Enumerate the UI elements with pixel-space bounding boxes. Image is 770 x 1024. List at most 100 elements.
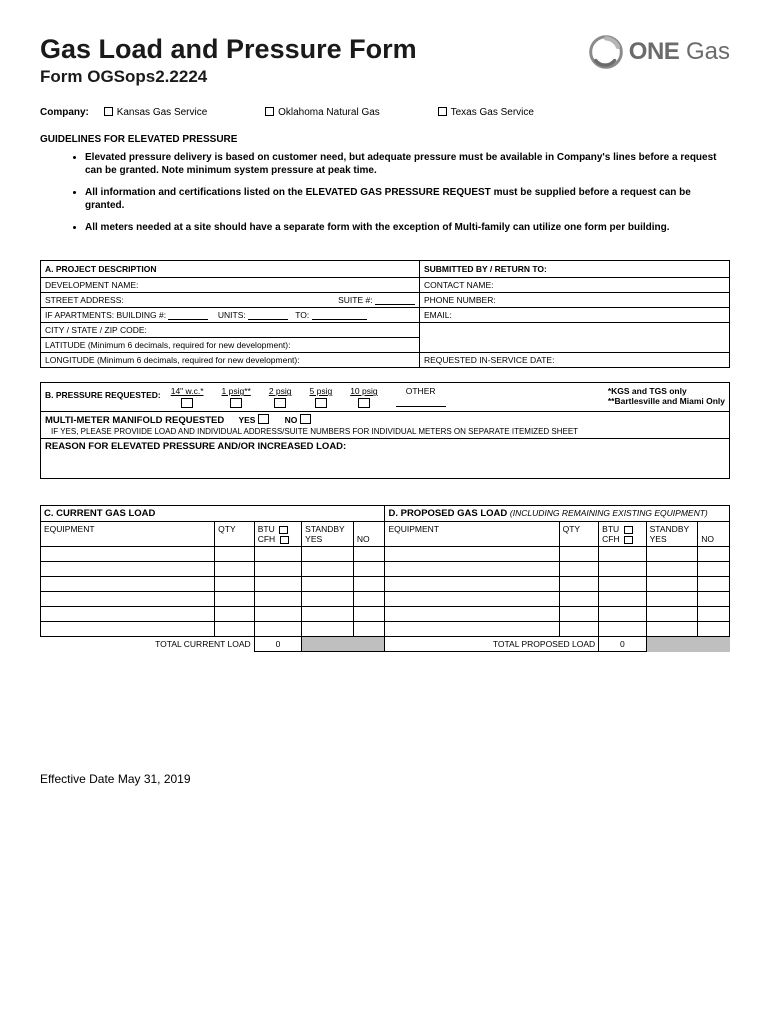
table-cell[interactable] xyxy=(41,577,215,592)
company-option-1[interactable]: Oklahoma Natural Gas xyxy=(265,107,380,118)
table-cell[interactable] xyxy=(302,622,354,637)
table-cell[interactable] xyxy=(385,592,559,607)
table-cell[interactable] xyxy=(385,577,559,592)
table-cell[interactable] xyxy=(559,622,599,637)
yes-option[interactable]: YES xyxy=(238,415,272,425)
checkbox-icon[interactable] xyxy=(104,107,113,116)
table-cell[interactable] xyxy=(646,592,698,607)
req-date-field[interactable]: REQUESTED IN-SERVICE DATE: xyxy=(419,353,729,368)
table-cell[interactable] xyxy=(215,622,255,637)
table-cell[interactable] xyxy=(254,607,301,622)
pressure-opt-other[interactable]: OTHER xyxy=(396,386,446,407)
table-cell[interactable] xyxy=(353,592,385,607)
table-cell[interactable] xyxy=(353,562,385,577)
total-current-label: TOTAL CURRENT LOAD xyxy=(41,637,255,652)
company-option-2[interactable]: Texas Gas Service xyxy=(438,107,534,118)
table-cell[interactable] xyxy=(215,547,255,562)
table-cell[interactable] xyxy=(41,562,215,577)
pressure-opt-2[interactable]: 2 psig xyxy=(269,386,292,408)
load-table: C. CURRENT GAS LOAD D. PROPOSED GAS LOAD… xyxy=(40,505,730,652)
logo-text-light: Gas xyxy=(686,38,730,65)
table-row[interactable] xyxy=(41,607,730,622)
col-qty-c: QTY xyxy=(215,522,255,547)
col-btu-cfh-c: BTU CFH xyxy=(254,522,301,547)
table-cell[interactable] xyxy=(559,592,599,607)
table-cell[interactable] xyxy=(215,577,255,592)
table-cell[interactable] xyxy=(302,547,354,562)
table-cell[interactable] xyxy=(302,607,354,622)
checkbox-icon[interactable] xyxy=(265,107,274,116)
checkbox-icon[interactable] xyxy=(438,107,447,116)
table-cell[interactable] xyxy=(385,547,559,562)
table-cell[interactable] xyxy=(599,562,646,577)
table-cell[interactable] xyxy=(302,562,354,577)
email-field[interactable]: EMAIL: xyxy=(419,308,729,323)
table-cell[interactable] xyxy=(353,547,385,562)
table-cell[interactable] xyxy=(698,577,730,592)
table-cell[interactable] xyxy=(559,607,599,622)
pressure-opt-1[interactable]: 1 psig** xyxy=(222,386,251,408)
table-cell[interactable] xyxy=(698,607,730,622)
table-row[interactable] xyxy=(41,622,730,637)
table-cell[interactable] xyxy=(646,562,698,577)
col-standby-no-c: NO xyxy=(353,522,385,547)
table-cell[interactable] xyxy=(254,592,301,607)
pressure-opt-0[interactable]: 14" w.c.* xyxy=(171,386,204,408)
table-cell[interactable] xyxy=(353,577,385,592)
table-cell[interactable] xyxy=(385,622,559,637)
table-cell[interactable] xyxy=(599,592,646,607)
phone-field[interactable]: PHONE NUMBER: xyxy=(419,293,729,308)
apts-field[interactable]: IF APARTMENTS: BUILDING #: UNITS: TO: xyxy=(41,308,420,323)
table-cell[interactable] xyxy=(646,547,698,562)
table-cell[interactable] xyxy=(254,547,301,562)
reason-field[interactable]: REASON FOR ELEVATED PRESSURE AND/OR INCR… xyxy=(41,439,730,479)
table-cell[interactable] xyxy=(559,562,599,577)
table-row[interactable] xyxy=(41,547,730,562)
total-proposed-value: 0 xyxy=(599,637,646,652)
table-cell[interactable] xyxy=(646,607,698,622)
table-cell[interactable] xyxy=(559,577,599,592)
no-option[interactable]: NO xyxy=(285,415,315,425)
table-cell[interactable] xyxy=(41,607,215,622)
shade-cell xyxy=(302,637,385,652)
pressure-opt-3[interactable]: 5 psig xyxy=(310,386,333,408)
table-cell[interactable] xyxy=(599,577,646,592)
lon-field[interactable]: LONGITUDE (Minimum 6 decimals, required … xyxy=(41,353,420,368)
pressure-opt-4[interactable]: 10 psig xyxy=(350,386,377,408)
table-cell[interactable] xyxy=(353,607,385,622)
table-cell[interactable] xyxy=(646,622,698,637)
table-cell[interactable] xyxy=(353,622,385,637)
table-cell[interactable] xyxy=(215,592,255,607)
table-cell[interactable] xyxy=(646,577,698,592)
table-cell[interactable] xyxy=(215,562,255,577)
table-cell[interactable] xyxy=(254,622,301,637)
table-cell[interactable] xyxy=(385,607,559,622)
table-row[interactable] xyxy=(41,592,730,607)
table-row[interactable] xyxy=(41,577,730,592)
table-cell[interactable] xyxy=(215,607,255,622)
lat-field[interactable]: LATITUDE (Minimum 6 decimals, required f… xyxy=(41,338,420,353)
table-cell[interactable] xyxy=(599,622,646,637)
city-field[interactable]: CITY / STATE / ZIP CODE: xyxy=(41,323,420,338)
table-cell[interactable] xyxy=(41,547,215,562)
table-cell[interactable] xyxy=(698,592,730,607)
street-field[interactable]: STREET ADDRESS:SUITE #: xyxy=(41,293,420,308)
table-cell[interactable] xyxy=(559,547,599,562)
table-cell[interactable] xyxy=(599,607,646,622)
table-cell[interactable] xyxy=(698,547,730,562)
table-cell[interactable] xyxy=(302,577,354,592)
table-cell[interactable] xyxy=(385,562,559,577)
title-block: Gas Load and Pressure Form Form OGSops2.… xyxy=(40,35,417,87)
table-cell[interactable] xyxy=(254,562,301,577)
table-cell[interactable] xyxy=(41,592,215,607)
table-cell[interactable] xyxy=(302,592,354,607)
table-cell[interactable] xyxy=(41,622,215,637)
contact-name-field[interactable]: CONTACT NAME: xyxy=(419,278,729,293)
table-cell[interactable] xyxy=(254,577,301,592)
table-cell[interactable] xyxy=(698,562,730,577)
dev-name-field[interactable]: DEVELOPMENT NAME: xyxy=(41,278,420,293)
table-cell[interactable] xyxy=(599,547,646,562)
table-cell[interactable] xyxy=(698,622,730,637)
company-option-0[interactable]: Kansas Gas Service xyxy=(104,107,208,118)
table-row[interactable] xyxy=(41,562,730,577)
